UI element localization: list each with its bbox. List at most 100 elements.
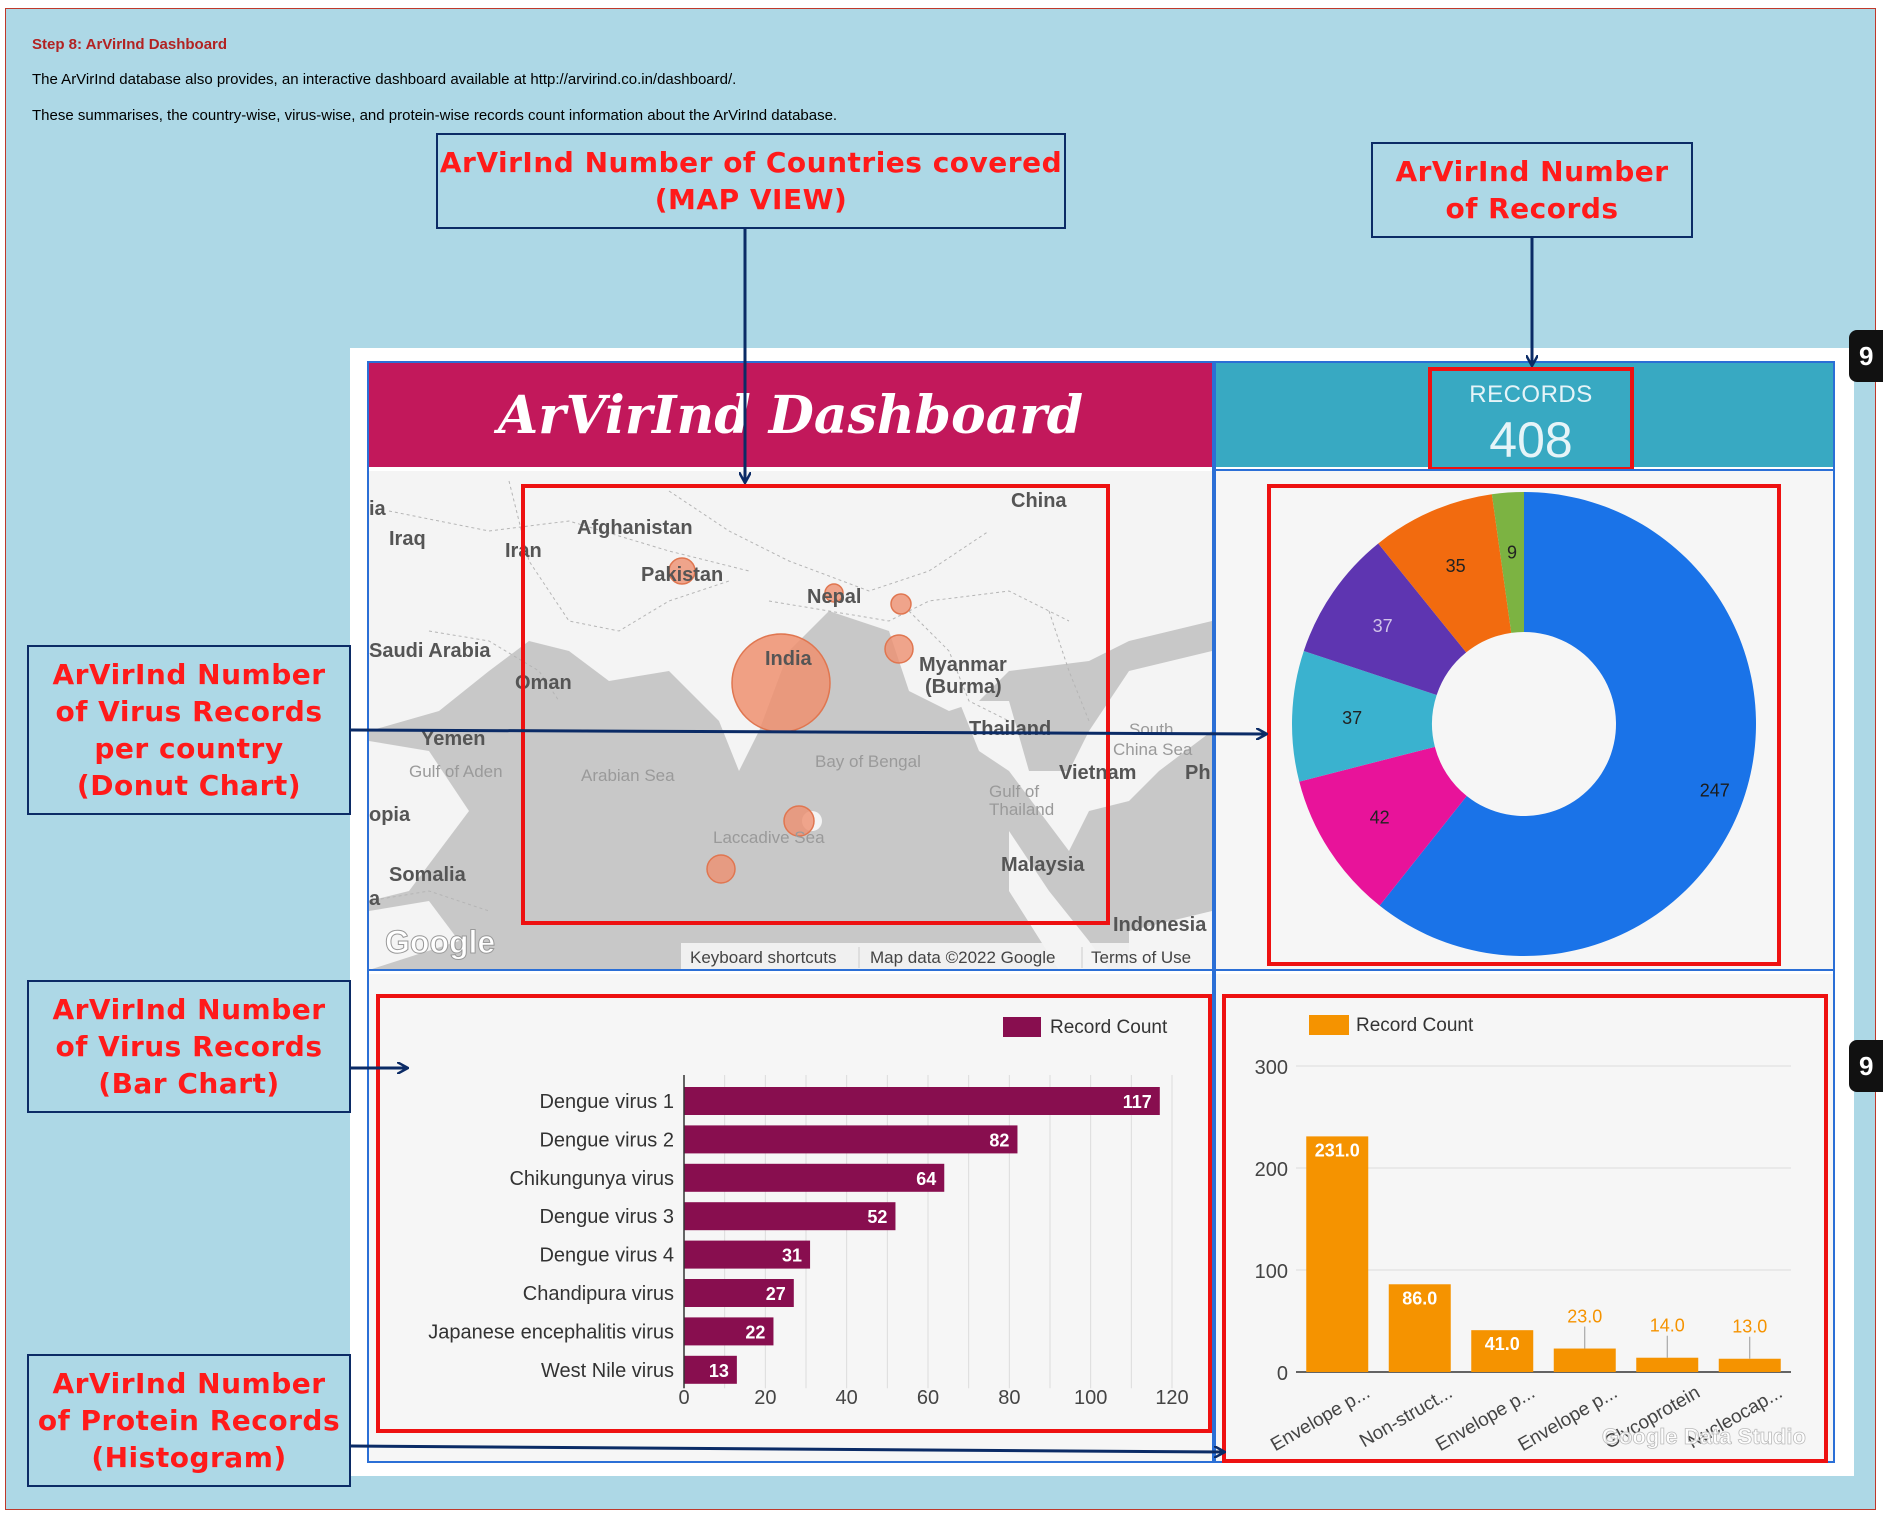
hist-bar[interactable] (1718, 1358, 1781, 1372)
map-footer: Keyboard shortcuts Map data ©2022 Google… (681, 943, 1212, 970)
svg-text:opia: opia (369, 804, 411, 826)
svg-text:Bay of Bengal: Bay of Bengal (815, 752, 921, 771)
donut-slice-label: 247 (1700, 781, 1730, 801)
map-bubble-bangladesh (884, 634, 914, 664)
hist-value-label: 14.0 (1650, 1316, 1685, 1336)
histogram-panel: Record Count 0 100 200 300 231.0 Envelope p...… (1216, 974, 1833, 1461)
highlight-bar (376, 994, 1212, 1433)
hist-value-label: 13.0 (1732, 1317, 1767, 1337)
svg-text:Laccadive Sea: Laccadive Sea (713, 828, 825, 847)
svg-text:(Burma): (Burma) (925, 676, 1002, 698)
map-bubbles (668, 557, 914, 884)
donut-slice[interactable] (1379, 492, 1756, 956)
svg-text:Saudi Arabia: Saudi Arabia (369, 640, 491, 662)
bar-value-label: 13 (709, 1361, 729, 1381)
hist-bar[interactable] (1636, 1357, 1699, 1372)
hist-legend-label: Record Count (1356, 1015, 1474, 1036)
svg-text:China: China (1011, 490, 1067, 512)
hist-bar[interactable] (1553, 1348, 1616, 1372)
map-svg: ia Iraq Iran Afghanistan Pakistan China … (369, 471, 1212, 970)
bar-category-label: Dengue virus 1 (539, 1091, 674, 1113)
svg-text:Somalia: Somalia (389, 864, 467, 886)
bar-panel: Record Count 0 20 40 60 80 100 120 Dengue virus … (369, 974, 1212, 1461)
intro-paragraph: The ArVirInd database also provides, an … (32, 71, 737, 88)
donut-chart[interactable]: 247 42 37 37 35 9 (1216, 471, 1833, 970)
bar-value-label: 31 (782, 1246, 802, 1266)
side-tab-top[interactable]: 9 (1849, 330, 1883, 382)
hist-value-label: 23.0 (1567, 1307, 1602, 1327)
donut-slice-label: 42 (1370, 808, 1390, 828)
records-scorecard[interactable]: RECORDS 408 (1428, 367, 1634, 471)
bar[interactable] (684, 1202, 896, 1231)
bar-category-label: Chandipura virus (523, 1283, 674, 1305)
bar-category-label: West Nile virus (541, 1360, 674, 1382)
dashboard-title: ArVirInd Dashboard (369, 363, 1212, 467)
donut-slice-label: 9 (1507, 542, 1517, 562)
terms-of-use-link: Terms of Use (1091, 948, 1191, 967)
svg-text:Oman: Oman (515, 672, 572, 694)
svg-text:Vietnam: Vietnam (1059, 762, 1136, 784)
hist-bar[interactable] (1306, 1136, 1369, 1372)
bar-value-label: 52 (867, 1207, 887, 1227)
map-bubble-srilanka (783, 805, 815, 837)
records-label: RECORDS (1469, 381, 1593, 408)
bar-legend-label: Record Count (1050, 1017, 1168, 1038)
callout-records: ArVirInd Number of Records (1371, 142, 1693, 238)
hist-value-label: 86.0 (1402, 1288, 1437, 1308)
hist-value-label: 231.0 (1315, 1140, 1360, 1160)
hist-y-tick: 300 (1255, 1057, 1288, 1079)
records-header (1216, 363, 1833, 467)
bar-value-label: 22 (745, 1322, 765, 1342)
google-logo: Google (385, 924, 495, 960)
bar-x-tick: 20 (754, 1387, 776, 1409)
donut-slice[interactable] (1491, 492, 1524, 633)
bar-x-tick: 0 (678, 1387, 689, 1409)
svg-text:Afghanistan: Afghanistan (577, 517, 693, 539)
virus-bar-chart[interactable]: Record Count 0 20 40 60 80 100 120 Dengue virus … (369, 974, 1212, 1461)
svg-text:Iraq: Iraq (389, 528, 426, 550)
svg-text:Thailand: Thailand (989, 800, 1054, 819)
bar[interactable] (684, 1240, 811, 1269)
donut-slice[interactable] (1292, 650, 1437, 782)
bar[interactable] (684, 1317, 774, 1346)
bar-category-label: Japanese encephalitis virus (428, 1321, 674, 1343)
donut-slice[interactable] (1299, 746, 1467, 906)
map-view[interactable]: ia Iraq Iran Afghanistan Pakistan China … (369, 471, 1212, 970)
bar[interactable] (684, 1087, 1160, 1115)
donut-slice[interactable] (1303, 543, 1467, 696)
hist-bar[interactable] (1388, 1284, 1451, 1372)
donut-slice-label: 37 (1342, 708, 1362, 728)
bar-x-tick: 80 (998, 1387, 1020, 1409)
callout-bar: ArVirInd Number of Virus Records (Bar Ch… (27, 980, 351, 1113)
bar-category-label: Dengue virus 4 (539, 1245, 674, 1267)
svg-text:ia: ia (369, 498, 387, 520)
step-title: Step 8: ArVirInd Dashboard (32, 36, 228, 53)
donut-slice-label: 37 (1373, 616, 1393, 636)
summary-paragraph: These summarises, the country-wise, viru… (32, 107, 838, 124)
bar-value-label: 64 (916, 1169, 936, 1189)
bar[interactable] (684, 1279, 794, 1307)
map-bubble-maldives (706, 854, 736, 884)
bar[interactable] (684, 1355, 737, 1384)
svg-text:Nepal: Nepal (807, 586, 861, 608)
highlight-map (521, 484, 1110, 925)
svg-text:Myanmar: Myanmar (919, 654, 1007, 676)
cell-border-bar (367, 969, 1214, 1463)
bar-category-label: Dengue virus 2 (539, 1129, 674, 1151)
svg-text:Arabian Sea: Arabian Sea (581, 766, 675, 785)
bar-category-label: Chikungunya virus (509, 1168, 674, 1190)
side-tab-bottom[interactable]: 9 (1849, 1040, 1883, 1092)
hist-bar[interactable] (1471, 1330, 1534, 1372)
map-bubble-bhutan (890, 593, 912, 615)
bar-x-tick: 100 (1074, 1387, 1107, 1409)
data-studio-watermark: Google Data Studio (1602, 1424, 1806, 1449)
bar-value-label: 82 (989, 1130, 1009, 1150)
bar[interactable] (684, 1125, 1018, 1154)
map-bubble-nepal (824, 583, 844, 603)
bar[interactable] (684, 1163, 945, 1192)
hist-value-label: 41.0 (1485, 1334, 1520, 1354)
keyboard-shortcuts-link: Keyboard shortcuts (690, 948, 836, 967)
donut-slice[interactable] (1378, 494, 1512, 653)
callout-map: ArVirInd Number of Countries covered (MA… (436, 133, 1066, 229)
